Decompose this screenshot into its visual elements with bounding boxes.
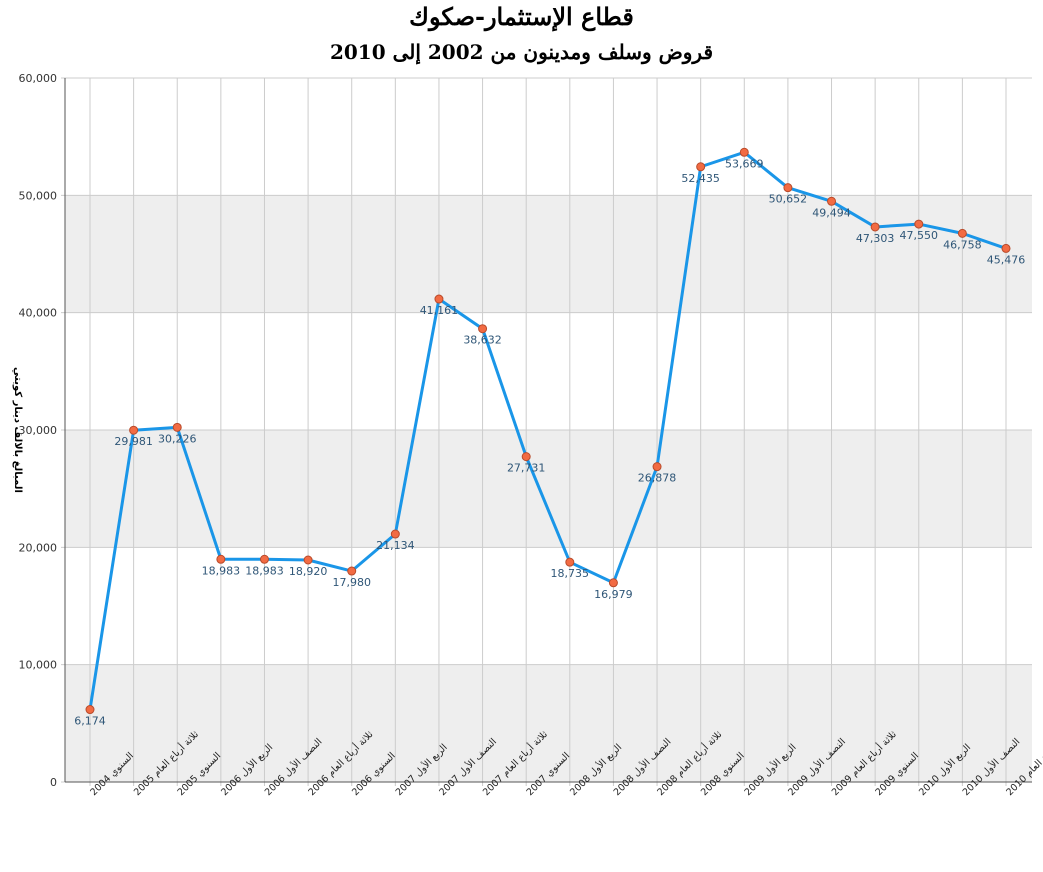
data-point bbox=[303, 555, 313, 565]
data-label: 47,303 bbox=[856, 232, 895, 245]
data-point bbox=[521, 452, 531, 462]
data-point bbox=[608, 578, 618, 588]
data-label: 27,731 bbox=[507, 462, 546, 475]
y-tick-label: 40,000 bbox=[19, 307, 58, 320]
data-label: 46,758 bbox=[943, 238, 982, 251]
series-polyline bbox=[88, 150, 1008, 712]
chart-title: قطاع الإستثمار-صكوك bbox=[409, 2, 634, 31]
data-point bbox=[434, 294, 444, 304]
y-tick-label: 0 bbox=[50, 776, 57, 789]
y-tick-label: 50,000 bbox=[19, 189, 58, 202]
data-label: 38,632 bbox=[463, 334, 502, 347]
data-point bbox=[129, 425, 139, 435]
y-tick-label: 60,000 bbox=[19, 72, 58, 85]
data-label: 50,652 bbox=[769, 193, 808, 206]
grid-band bbox=[65, 664, 1032, 782]
data-label: 30,226 bbox=[158, 432, 197, 445]
y-tick-label: 20,000 bbox=[19, 541, 58, 554]
y-tick-label: 30,000 bbox=[19, 424, 58, 437]
y-axis-ticks: 0 10,000 20,000 30,000 40,000 50,000 60,000 bbox=[19, 72, 58, 789]
data-label: 17,980 bbox=[332, 576, 371, 589]
horizontal-gridlines bbox=[61, 77, 1032, 783]
data-point bbox=[1001, 243, 1011, 253]
data-label: 18,983 bbox=[202, 564, 241, 577]
data-label: 18,983 bbox=[245, 564, 284, 577]
data-point bbox=[216, 554, 226, 564]
axes bbox=[64, 78, 1032, 783]
data-label: 41,161 bbox=[420, 304, 459, 317]
data-point bbox=[696, 162, 706, 172]
data-label: 53,669 bbox=[725, 157, 764, 170]
data-label: 18,735 bbox=[551, 567, 590, 580]
series-line bbox=[88, 150, 1008, 712]
data-point bbox=[827, 196, 837, 206]
y-tick-label: 10,000 bbox=[19, 659, 58, 672]
data-label: 45,476 bbox=[987, 253, 1026, 266]
data-point bbox=[870, 222, 880, 232]
data-point bbox=[347, 566, 357, 576]
data-label: 47,550 bbox=[900, 229, 939, 242]
y-axis-label: المبالغ بالالف دينار كويتي bbox=[12, 367, 23, 493]
data-label: 52,435 bbox=[681, 172, 720, 185]
data-point bbox=[565, 557, 575, 567]
data-label: 6,174 bbox=[74, 715, 106, 728]
data-label: 49,494 bbox=[812, 206, 851, 219]
grid-band bbox=[65, 195, 1032, 313]
data-point bbox=[478, 324, 488, 334]
data-label: 21,134 bbox=[376, 539, 415, 552]
chart-subtitle: قروض وسلف ومدينون من 2002 إلى 2010 bbox=[329, 40, 714, 64]
data-point bbox=[739, 147, 749, 157]
grid-band bbox=[65, 430, 1032, 548]
data-point bbox=[914, 219, 924, 229]
vertical-gridlines bbox=[89, 78, 1007, 786]
data-point bbox=[652, 462, 662, 472]
data-point bbox=[390, 529, 400, 539]
background-bands bbox=[65, 195, 1032, 782]
data-point bbox=[85, 705, 95, 715]
data-point bbox=[259, 554, 269, 564]
data-point bbox=[783, 183, 793, 193]
data-label: 26,878 bbox=[638, 472, 677, 485]
data-label: 16,979 bbox=[594, 588, 633, 601]
data-labels: 6,174 29,981 30,226 18,983 18,983 18,920 17,98… bbox=[74, 157, 1025, 727]
data-label: 18,920 bbox=[289, 565, 328, 578]
data-label: 29,981 bbox=[114, 435, 153, 448]
data-points bbox=[85, 147, 1011, 715]
data-point bbox=[172, 422, 182, 432]
data-point bbox=[957, 228, 967, 238]
